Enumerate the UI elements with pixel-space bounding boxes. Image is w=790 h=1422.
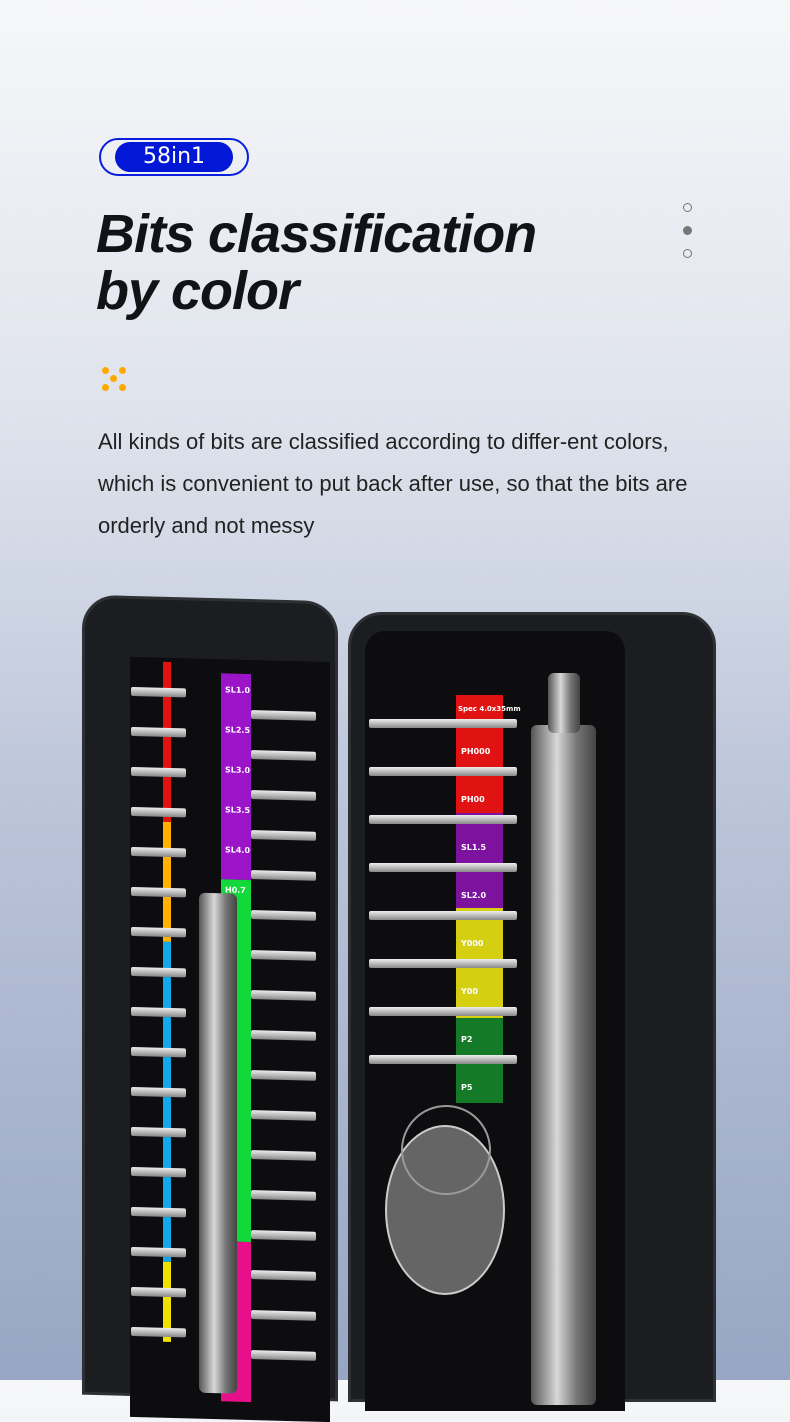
- screwdriver-shaft: [531, 725, 596, 1405]
- bit[interactable]: [251, 1270, 316, 1281]
- bit-label: SL3.0: [225, 765, 251, 776]
- bit[interactable]: [251, 1110, 316, 1121]
- bit[interactable]: [131, 1326, 186, 1338]
- bit[interactable]: [131, 1166, 186, 1178]
- bit[interactable]: [251, 1070, 316, 1081]
- bit[interactable]: [251, 990, 316, 1001]
- bit-label: Y00: [461, 987, 478, 996]
- title-line-2: by color: [96, 261, 299, 321]
- bit[interactable]: [131, 766, 186, 778]
- product-badge: 58in1: [99, 138, 249, 176]
- bit-label: PH00: [461, 795, 485, 804]
- bit-label: SL4.0: [225, 845, 251, 856]
- bit[interactable]: [369, 863, 517, 872]
- pager-dot-active[interactable]: [683, 226, 692, 235]
- bit-label: SL1.5: [461, 843, 487, 852]
- right-case: Spec 4.0x35mm PH000 PH00 SL1.5 SL2.0 Y000 Y00…: [348, 612, 716, 1411]
- page-title: Bits classification by color: [96, 204, 537, 321]
- bit[interactable]: [369, 767, 517, 776]
- bit[interactable]: [131, 1046, 186, 1058]
- bit[interactable]: [251, 1350, 316, 1361]
- bit[interactable]: [131, 686, 186, 698]
- bit[interactable]: [131, 1126, 186, 1138]
- bit[interactable]: [251, 950, 316, 961]
- bit[interactable]: [131, 846, 186, 858]
- bit-label: SL2.0: [461, 891, 487, 900]
- left-case-lid: SL1.0 SL2.5 SL3.0 SL3.5 SL4.0 H0.7: [82, 594, 338, 1422]
- spec-label: Spec 4.0x35mm: [458, 705, 521, 713]
- bit-label: H0.7: [225, 885, 246, 895]
- bit[interactable]: [251, 1190, 316, 1201]
- bit[interactable]: [251, 870, 316, 881]
- bit[interactable]: [369, 815, 517, 824]
- screwdriver-handle: [199, 892, 237, 1394]
- bit[interactable]: [251, 1230, 316, 1241]
- bit[interactable]: [131, 1286, 186, 1298]
- bit-label: PH000: [461, 747, 491, 756]
- bit[interactable]: [131, 1086, 186, 1098]
- title-line-1: Bits classification: [96, 204, 537, 264]
- pager-dot[interactable]: [683, 249, 692, 258]
- bit[interactable]: [251, 1030, 316, 1041]
- decorative-dots-icon: [102, 367, 128, 393]
- bit[interactable]: [131, 1006, 186, 1018]
- bit[interactable]: [251, 1310, 316, 1321]
- bit[interactable]: [251, 910, 316, 921]
- pager-dot[interactable]: [683, 203, 692, 212]
- bit[interactable]: [369, 719, 517, 728]
- bit-label: Y000: [461, 939, 484, 948]
- bit[interactable]: [131, 926, 186, 938]
- bit-label: SL2.5: [225, 725, 251, 736]
- bit[interactable]: [251, 790, 316, 801]
- bit-label: SL3.5: [225, 805, 251, 816]
- bit[interactable]: [131, 806, 186, 818]
- pager-dots: [683, 203, 692, 272]
- bit[interactable]: [251, 1150, 316, 1161]
- bit[interactable]: [131, 1246, 186, 1258]
- bit[interactable]: [131, 726, 186, 738]
- bit[interactable]: [131, 1206, 186, 1218]
- bit[interactable]: [251, 830, 316, 841]
- bit[interactable]: [369, 911, 517, 920]
- keyring: [401, 1105, 491, 1195]
- bit[interactable]: [369, 1007, 517, 1016]
- bit[interactable]: [131, 886, 186, 898]
- badge-label: 58in1: [115, 142, 233, 172]
- description: All kinds of bits are classified accordi…: [98, 429, 688, 538]
- screwdriver-tip: [548, 673, 580, 733]
- bit[interactable]: [251, 710, 316, 721]
- bit-label: SL1.0: [225, 685, 251, 696]
- bit[interactable]: [369, 959, 517, 968]
- bit[interactable]: [251, 750, 316, 761]
- bit[interactable]: [369, 1055, 517, 1064]
- bit-label: P2: [461, 1035, 473, 1044]
- bit-label: P5: [461, 1083, 473, 1092]
- bit[interactable]: [131, 966, 186, 978]
